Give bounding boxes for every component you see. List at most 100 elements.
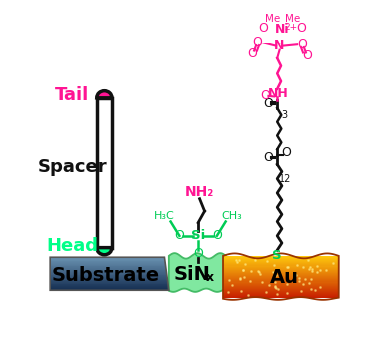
Text: 3: 3	[282, 110, 288, 120]
Text: O: O	[303, 49, 313, 62]
Bar	[223, 269, 339, 270]
Bar	[223, 275, 339, 276]
Polygon shape	[50, 274, 167, 275]
Polygon shape	[50, 280, 167, 281]
Polygon shape	[50, 275, 167, 276]
Polygon shape	[50, 285, 168, 286]
Text: Ni: Ni	[275, 23, 289, 36]
Polygon shape	[50, 259, 165, 260]
Text: O: O	[297, 38, 307, 51]
Polygon shape	[50, 272, 167, 273]
Text: NH: NH	[268, 87, 289, 100]
Bar	[223, 257, 339, 258]
Text: 2+: 2+	[284, 23, 297, 32]
Text: N: N	[274, 39, 285, 52]
Bar	[223, 258, 339, 259]
Polygon shape	[50, 283, 168, 284]
Bar	[223, 261, 339, 262]
Bar	[223, 277, 339, 278]
Text: O: O	[296, 22, 306, 35]
Bar	[223, 289, 339, 290]
Text: S: S	[273, 248, 282, 262]
Text: O: O	[193, 247, 203, 261]
Bar	[223, 290, 339, 291]
Bar	[223, 292, 339, 293]
Polygon shape	[50, 279, 167, 280]
Bar	[223, 256, 339, 257]
Text: H₃C: H₃C	[154, 211, 175, 221]
Bar	[223, 280, 339, 281]
Bar	[223, 281, 339, 282]
Bar	[223, 276, 339, 277]
Text: Si: Si	[191, 229, 205, 242]
Text: Au: Au	[270, 267, 299, 287]
Polygon shape	[50, 260, 165, 261]
Polygon shape	[50, 286, 168, 287]
Bar	[223, 297, 339, 298]
Bar	[223, 266, 339, 267]
Bar	[223, 291, 339, 292]
Polygon shape	[50, 288, 169, 290]
Text: Spacer: Spacer	[37, 157, 107, 176]
Text: O: O	[212, 229, 222, 242]
Wedge shape	[97, 248, 112, 255]
Polygon shape	[50, 273, 167, 274]
Text: O: O	[263, 96, 273, 110]
Text: NH₂: NH₂	[185, 185, 214, 199]
Polygon shape	[50, 261, 165, 262]
Polygon shape	[50, 270, 166, 271]
Text: x: x	[206, 271, 214, 284]
Polygon shape	[50, 262, 165, 263]
Bar	[223, 288, 339, 289]
Bar	[223, 278, 339, 279]
Bar	[223, 295, 339, 296]
Polygon shape	[50, 265, 166, 266]
Bar	[223, 279, 339, 280]
Polygon shape	[50, 268, 166, 269]
Bar	[223, 283, 339, 285]
Bar	[223, 265, 339, 266]
Bar	[223, 270, 339, 271]
Bar	[223, 285, 339, 286]
Bar	[223, 287, 339, 288]
Text: Substrate: Substrate	[52, 266, 160, 285]
Polygon shape	[50, 284, 168, 285]
Polygon shape	[50, 281, 168, 282]
Text: CH₃: CH₃	[221, 211, 242, 221]
Bar	[223, 274, 339, 275]
Bar	[97, 98, 112, 248]
Text: O: O	[260, 89, 270, 102]
Polygon shape	[50, 276, 167, 277]
Text: O: O	[174, 229, 184, 242]
Polygon shape	[50, 282, 168, 283]
Text: Head: Head	[46, 237, 98, 255]
Bar	[223, 267, 339, 268]
Bar	[223, 286, 339, 287]
Polygon shape	[50, 258, 165, 259]
Bar	[223, 296, 339, 297]
Bar	[223, 273, 339, 274]
Text: O: O	[258, 22, 268, 35]
Text: SiN: SiN	[174, 265, 211, 284]
Text: 12: 12	[279, 175, 291, 185]
Polygon shape	[50, 257, 164, 258]
Bar	[223, 263, 339, 265]
Polygon shape	[50, 278, 167, 279]
Bar	[223, 268, 339, 269]
Text: Me: Me	[265, 14, 281, 24]
Text: Tail: Tail	[55, 86, 89, 104]
Polygon shape	[50, 264, 166, 265]
Polygon shape	[50, 277, 167, 278]
Wedge shape	[97, 91, 112, 98]
Bar	[223, 271, 339, 272]
Polygon shape	[50, 271, 166, 272]
Bar	[223, 272, 339, 273]
Polygon shape	[50, 269, 166, 270]
Text: Me: Me	[285, 14, 301, 24]
Polygon shape	[50, 267, 166, 268]
Text: O: O	[247, 47, 257, 60]
Text: O: O	[281, 146, 291, 159]
Text: O: O	[263, 151, 273, 164]
Text: O: O	[253, 36, 263, 49]
Polygon shape	[169, 253, 226, 292]
